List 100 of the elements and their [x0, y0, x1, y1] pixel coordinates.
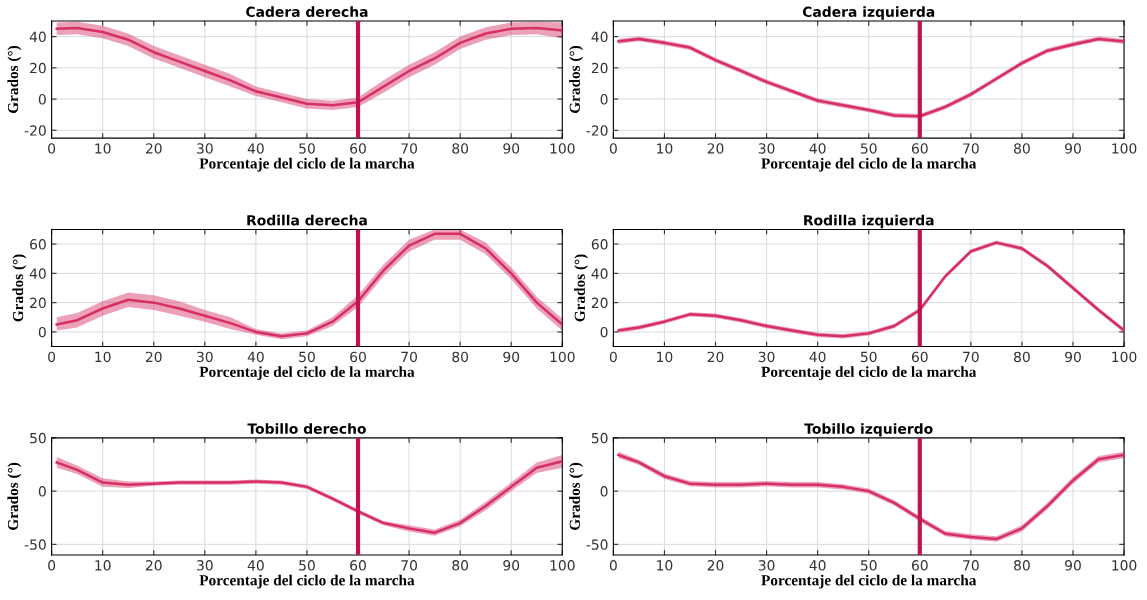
x-tick-label: 90 — [1065, 351, 1081, 363]
x-tick-label: 50 — [299, 560, 315, 571]
x-tick-label: 10 — [657, 351, 673, 363]
x-tick-label: 0 — [609, 351, 617, 363]
y-tick-label: 0 — [600, 94, 608, 105]
y-axis-title: Grados (°) — [569, 462, 584, 530]
chart-title: Rodilla izquierda — [804, 214, 934, 229]
x-tick-label: 40 — [809, 143, 826, 154]
x-tick-label: 60 — [911, 143, 928, 154]
x-tick-label: 60 — [350, 560, 366, 571]
x-tick-label: 70 — [963, 560, 979, 571]
x-tick-label: 40 — [247, 560, 264, 571]
x-tick-label: 30 — [758, 351, 775, 363]
y-axis-title: Grados (°) — [569, 45, 584, 114]
x-tick-label: 60 — [911, 351, 928, 363]
x-tick-label: 70 — [963, 351, 979, 363]
y-tick-label: 50 — [591, 432, 608, 444]
x-tick-label: 0 — [48, 351, 56, 363]
x-tick-label: 10 — [95, 560, 111, 571]
x-tick-label: 0 — [48, 560, 56, 571]
x-axis-title: Porcentaje del ciclo de la marcha — [199, 574, 415, 589]
y-tick-label: -20 — [24, 125, 46, 136]
x-tick-label: 20 — [145, 560, 162, 571]
x-tick-label: 60 — [911, 560, 928, 571]
x-tick-label: 90 — [503, 351, 520, 363]
chart-title: Rodilla derecha — [247, 214, 367, 226]
x-tick-label: 80 — [1014, 351, 1030, 363]
x-tick-label: 50 — [860, 143, 877, 154]
x-tick-label: 90 — [503, 560, 520, 571]
x-tick-label: 100 — [1112, 351, 1137, 363]
x-tick-label: 0 — [609, 143, 617, 154]
y-tick-label: -50 — [24, 539, 46, 550]
chart-title: Tobillo derecho — [247, 423, 366, 434]
x-tick-label: 40 — [809, 560, 826, 571]
x-tick-label: 70 — [401, 143, 418, 154]
x-tick-label: 40 — [809, 351, 826, 363]
x-tick-label: 30 — [197, 351, 213, 363]
x-tick-label: 50 — [860, 351, 877, 363]
x-tick-label: 100 — [550, 560, 575, 571]
chart-title: Cadera derecha — [246, 6, 368, 18]
x-tick-label: 50 — [299, 143, 315, 154]
x-tick-label: 20 — [707, 143, 724, 154]
x-tick-label: 40 — [247, 143, 264, 154]
x-tick-label: 100 — [1112, 143, 1137, 154]
x-tick-label: 70 — [401, 351, 418, 363]
x-tick-label: 10 — [657, 560, 673, 571]
x-tick-label: 20 — [145, 351, 162, 363]
x-axis-title: Porcentaje del ciclo de la marcha — [199, 157, 415, 172]
x-tick-label: 20 — [707, 560, 724, 571]
y-tick-label: 40 — [29, 31, 46, 43]
y-tick-label: 0 — [600, 486, 608, 497]
x-tick-label: 70 — [963, 143, 979, 154]
x-tick-label: 10 — [95, 143, 111, 154]
x-tick-label: 30 — [758, 143, 775, 154]
y-tick-label: 60 — [591, 239, 608, 250]
y-tick-label: 0 — [38, 486, 46, 497]
x-tick-label: 80 — [452, 560, 469, 571]
x-axis-title: Porcentaje del ciclo de la marcha — [761, 366, 977, 381]
x-tick-label: 50 — [860, 560, 877, 571]
x-tick-label: 80 — [1014, 560, 1030, 571]
y-tick-label: 0 — [600, 326, 608, 338]
x-axis-title: Porcentaje del ciclo de la marcha — [761, 157, 977, 172]
x-tick-label: 50 — [299, 351, 315, 363]
x-tick-label: 70 — [401, 560, 418, 571]
y-axis-title: Grados (°) — [7, 45, 22, 114]
x-tick-label: 80 — [1014, 143, 1030, 154]
y-tick-label: -20 — [586, 125, 608, 136]
y-axis-title: Grados (°) — [12, 254, 27, 322]
y-axis-title: Grados (°) — [574, 254, 589, 322]
x-tick-label: 40 — [247, 351, 264, 363]
x-tick-label: 60 — [350, 143, 366, 154]
x-tick-label: 90 — [1065, 560, 1081, 571]
x-tick-label: 60 — [350, 351, 366, 363]
y-tick-label: 40 — [591, 268, 608, 279]
x-tick-label: 10 — [95, 351, 111, 363]
chart-title: Tobillo izquierdo — [804, 423, 933, 437]
x-tick-label: 90 — [503, 143, 520, 154]
y-tick-label: 0 — [38, 94, 46, 105]
x-tick-label: 0 — [48, 143, 56, 154]
y-tick-label: 40 — [591, 31, 608, 43]
x-tick-label: 100 — [550, 351, 575, 363]
x-tick-label: 90 — [1065, 143, 1081, 154]
y-tick-label: 20 — [30, 62, 46, 74]
y-tick-label: 20 — [30, 297, 46, 309]
x-tick-label: 100 — [1112, 560, 1137, 571]
y-tick-label: -50 — [586, 539, 608, 550]
x-tick-label: 100 — [550, 143, 575, 154]
y-tick-label: 20 — [591, 297, 608, 309]
x-tick-label: 80 — [452, 143, 469, 154]
y-tick-label: 20 — [591, 62, 608, 74]
x-tick-label: 0 — [609, 560, 617, 571]
chart-title: Cadera izquierda — [802, 6, 935, 20]
x-tick-label: 80 — [452, 351, 469, 363]
x-tick-label: 30 — [197, 560, 213, 571]
y-tick-label: 40 — [29, 268, 46, 279]
y-axis-title: Grados (°) — [7, 462, 22, 530]
y-tick-label: 0 — [38, 326, 46, 338]
y-tick-label: 60 — [30, 239, 46, 250]
x-tick-label: 30 — [758, 560, 775, 571]
x-axis-title: Porcentaje del ciclo de la marcha — [199, 366, 415, 381]
